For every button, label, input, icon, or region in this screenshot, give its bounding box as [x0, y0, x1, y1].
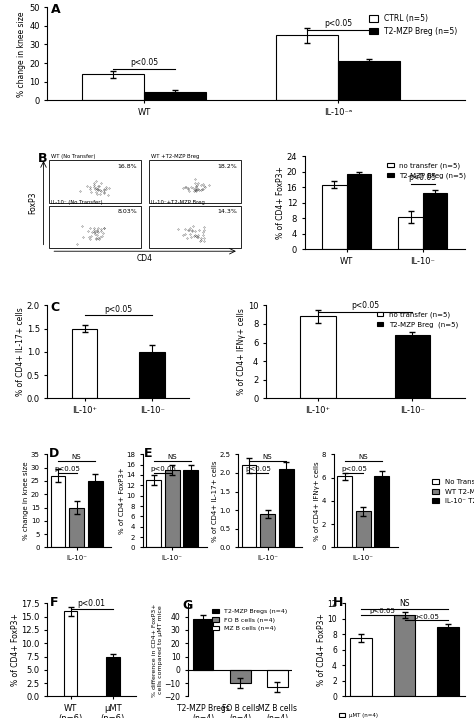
Bar: [394, 335, 430, 398]
Y-axis label: % of CD4+ IL-17+ cells: % of CD4+ IL-17+ cells: [212, 460, 218, 541]
Text: p<0.05: p<0.05: [150, 466, 176, 472]
Bar: [337, 477, 352, 547]
Bar: [276, 35, 338, 101]
Text: 16.8%: 16.8%: [118, 164, 137, 169]
Legend: No Transfer, WT T2-MZP, IL-10⁻ T2-MZP: No Transfer, WT T2-MZP, IL-10⁻ T2-MZP: [429, 476, 474, 507]
Legend: T2-MZP Bregs (n=4), FO B cells (n=4), MZ B cells (n=4): T2-MZP Bregs (n=4), FO B cells (n=4), MZ…: [210, 607, 289, 634]
Text: NS: NS: [399, 599, 410, 608]
Y-axis label: % of CD4+ FoxP3+: % of CD4+ FoxP3+: [317, 613, 326, 686]
Text: p<0.05: p<0.05: [413, 614, 439, 620]
Text: p<0.05: p<0.05: [351, 301, 379, 310]
Text: D: D: [48, 447, 59, 460]
Y-axis label: % of CD4+ FoxP3+: % of CD4+ FoxP3+: [119, 467, 125, 534]
Text: 14.3%: 14.3%: [217, 210, 237, 214]
Bar: [322, 185, 346, 249]
Text: A: A: [51, 4, 61, 17]
Text: 8.03%: 8.03%: [118, 210, 137, 214]
Bar: [88, 481, 102, 547]
Y-axis label: % of CD4+ IFNγ+ cells: % of CD4+ IFNγ+ cells: [314, 461, 320, 541]
Bar: [346, 174, 371, 249]
Bar: [398, 217, 423, 249]
Text: NS: NS: [167, 454, 177, 460]
Text: WT +T2-MZP Breg: WT +T2-MZP Breg: [151, 154, 199, 159]
Bar: [146, 480, 161, 547]
Text: NS: NS: [358, 454, 368, 460]
Legend: no transfer (n=5), T2-MZP Breg (n=5): no transfer (n=5), T2-MZP Breg (n=5): [384, 159, 469, 182]
Legend: no transfer (n=5), T2-MZP Breg  (n=5): no transfer (n=5), T2-MZP Breg (n=5): [374, 309, 461, 331]
Bar: [49, 160, 141, 202]
Text: p<0.05: p<0.05: [409, 173, 437, 182]
Y-axis label: % of CD4+ FoxP3+: % of CD4+ FoxP3+: [11, 613, 20, 686]
Bar: [183, 470, 198, 547]
Bar: [106, 656, 119, 696]
Legend: μMT (n=4), μMT with WT T2-MZP Breg Transfer (n=4), μMT with IL-10⁻ T2-MZP Breg T: μMT (n=4), μMT with WT T2-MZP Breg Trans…: [337, 710, 472, 718]
Bar: [423, 193, 447, 249]
Text: p<0.05: p<0.05: [246, 466, 271, 472]
Text: CD4: CD4: [137, 254, 153, 263]
Y-axis label: % difference in CD4+ FoxP3+
cells compared to μMT mice: % difference in CD4+ FoxP3+ cells compar…: [152, 603, 163, 696]
Text: p<0.05: p<0.05: [55, 466, 80, 472]
Text: NS: NS: [263, 454, 273, 460]
Bar: [49, 205, 141, 248]
Bar: [193, 620, 213, 670]
Text: p<0.05: p<0.05: [324, 19, 353, 28]
Bar: [267, 670, 288, 687]
Text: 18.2%: 18.2%: [217, 164, 237, 169]
Bar: [350, 638, 372, 696]
Bar: [260, 514, 275, 547]
Text: p<0.01: p<0.01: [78, 599, 106, 607]
Y-axis label: % change in knee size: % change in knee size: [23, 462, 29, 540]
Bar: [72, 329, 97, 398]
Bar: [164, 470, 180, 547]
Bar: [82, 74, 145, 101]
Bar: [338, 61, 401, 101]
Bar: [393, 615, 415, 696]
Y-axis label: % of CD4+ IL-17+ cells: % of CD4+ IL-17+ cells: [16, 307, 25, 396]
Text: p<0.05: p<0.05: [104, 304, 132, 314]
Text: IL-10⁻ (No Transfer): IL-10⁻ (No Transfer): [51, 200, 103, 205]
Bar: [69, 508, 84, 547]
Text: IL-10⁻+T2-MZP Breg: IL-10⁻+T2-MZP Breg: [151, 200, 205, 205]
Text: C: C: [51, 301, 60, 314]
Text: NS: NS: [72, 454, 82, 460]
Text: WT (No Transfer): WT (No Transfer): [51, 154, 96, 159]
Bar: [356, 511, 371, 547]
Bar: [51, 475, 65, 547]
Y-axis label: % of CD4+ FoxP3+: % of CD4+ FoxP3+: [276, 167, 285, 239]
Bar: [139, 352, 165, 398]
Text: p<0.05: p<0.05: [130, 58, 158, 67]
Bar: [242, 465, 256, 547]
Bar: [279, 469, 293, 547]
Text: G: G: [182, 600, 193, 612]
Y-axis label: % of CD4+ IFNγ+ cells: % of CD4+ IFNγ+ cells: [237, 309, 246, 395]
Bar: [437, 627, 459, 696]
Text: E: E: [144, 447, 153, 460]
Bar: [230, 670, 251, 683]
Text: F: F: [49, 597, 58, 610]
Text: FoxP3: FoxP3: [28, 192, 37, 214]
Bar: [300, 317, 336, 398]
Y-axis label: % change in knee size: % change in knee size: [18, 11, 27, 96]
Bar: [149, 160, 241, 202]
Bar: [149, 205, 241, 248]
Text: p<0.05: p<0.05: [341, 466, 367, 472]
Bar: [145, 92, 207, 101]
Bar: [64, 611, 77, 696]
Legend: CTRL (n=5), T2-MZP Breg (n=5): CTRL (n=5), T2-MZP Breg (n=5): [366, 11, 461, 39]
Text: H: H: [333, 595, 343, 609]
Bar: [374, 477, 389, 547]
Text: B: B: [37, 151, 47, 164]
Text: p<0.05: p<0.05: [370, 608, 396, 614]
